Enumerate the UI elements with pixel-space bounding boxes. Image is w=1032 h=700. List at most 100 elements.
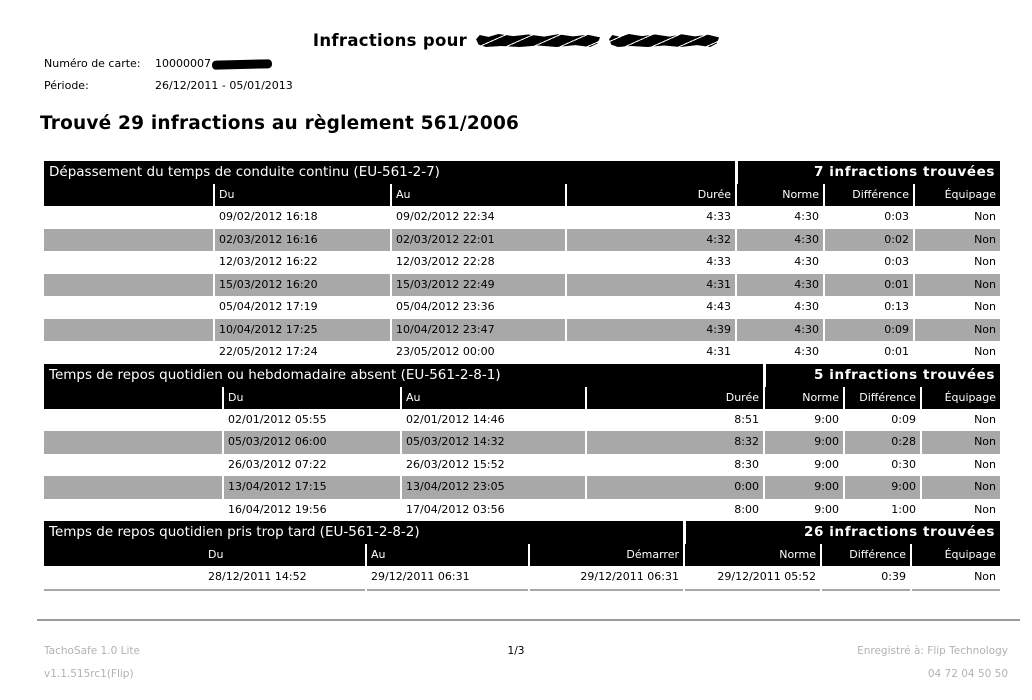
cell: 28/12/2011 14:52: [208, 570, 307, 583]
cell: 0:03: [823, 251, 913, 274]
line-segment: [44, 588, 365, 591]
cell: 4:39: [565, 318, 735, 341]
cell: 0:03: [823, 206, 913, 229]
cell: [44, 228, 213, 251]
table-row: 02/01/2012 05:55 02/01/2012 14:46 8:51 9:00…: [44, 408, 1000, 432]
cell: 0:09: [843, 408, 920, 431]
table-header-row: Du Au Durée Norme Différence Équipage: [44, 386, 1000, 409]
cell: [44, 454, 222, 477]
table-row: 16/04/2012 19:56 17/04/2012 03:56 8:00 9:00…: [44, 498, 1000, 522]
cell: 1:00: [843, 498, 920, 521]
cell: 0:01: [823, 341, 913, 364]
cell: 0:01: [823, 273, 913, 296]
table-row: 12/03/2012 16:22 12/03/2012 22:28 4:33 4:30…: [44, 251, 1000, 274]
cell: 8:32: [585, 431, 763, 454]
table-row: 28/12/2011 14:52 29/12/2011 06:31 29/12/20…: [44, 566, 1000, 589]
cell: 26/03/2012 15:52: [400, 453, 585, 476]
cell: Non: [920, 431, 1000, 454]
period-label: Période:: [44, 79, 89, 92]
table-row: 15/03/2012 16:20 15/03/2012 22:49 4:31 4:30…: [44, 273, 1000, 296]
cell: [44, 251, 213, 274]
column-header: Durée: [585, 386, 763, 409]
footer-app-name: TachoSafe 1.0 Lite: [44, 645, 140, 657]
cell: 4:30: [735, 251, 823, 274]
cell: 0:00: [585, 476, 763, 499]
cell: [44, 476, 222, 499]
cell: 8:51: [585, 408, 763, 431]
cell: [44, 273, 213, 296]
cell: [44, 409, 222, 432]
table-title-row: Temps de repos quotidien ou hebdomadaire…: [44, 363, 1000, 387]
cell: Non: [920, 408, 1000, 431]
table-row: 02/03/2012 16:16 02/03/2012 22:01 4:32 4:30…: [44, 228, 1000, 251]
cell: 05/03/2012 14:32: [400, 431, 585, 454]
cell: 4:30: [735, 318, 823, 341]
cell: 09/02/2012 22:34: [390, 206, 565, 229]
cell: 12/03/2012 16:22: [213, 251, 390, 274]
cell: [44, 341, 213, 364]
footer-divider: [37, 619, 1020, 621]
table-row: 26/03/2012 07:22 26/03/2012 15:52 8:30 9:00…: [44, 453, 1000, 477]
cell: 4:30: [735, 341, 823, 364]
cell: 4:30: [735, 206, 823, 229]
table-count-label: 26 infractions trouvées: [683, 521, 1000, 544]
cell: 15/03/2012 22:49: [390, 273, 565, 296]
cell: 0:02: [823, 228, 913, 251]
table-title: Temps de repos quotidien pris trop tard …: [44, 521, 683, 544]
line-segment: [528, 588, 683, 591]
table-title-row: Temps de repos quotidien pris trop tard …: [44, 521, 1000, 544]
cell: 9:00: [763, 453, 843, 476]
table-count-label: 5 infractions trouvées: [763, 363, 1000, 387]
column-header: [44, 386, 222, 409]
cell: Non: [920, 453, 1000, 476]
cell: 4:43: [565, 296, 735, 319]
cell: 23/05/2012 00:00: [390, 341, 565, 364]
table-count-label: 7 infractions trouvées: [735, 161, 1000, 184]
cell: 9:00: [763, 408, 843, 431]
period-value: 26/12/2011 - 05/01/2013: [155, 79, 293, 92]
cell: 0:09: [823, 318, 913, 341]
card-number-row: Numéro de carte: 10000007: [44, 57, 293, 79]
redacted-name-scribble: [609, 34, 720, 47]
card-number-value: 10000007: [155, 57, 211, 70]
line-segment: [820, 588, 910, 591]
cell: 15/03/2012 16:20: [213, 273, 390, 296]
cell: 02/03/2012 22:01: [390, 228, 565, 251]
cell: 8:30: [585, 453, 763, 476]
summary-heading: Trouvé 29 infractions au règlement 561/2…: [40, 113, 520, 134]
column-header: [44, 184, 213, 206]
cell: [44, 431, 222, 454]
cell: Non: [913, 206, 1000, 229]
page-title: Infractions pour: [0, 31, 1032, 50]
line-segment: [683, 588, 820, 591]
cell: 0:30: [843, 453, 920, 476]
cell: 0:13: [823, 296, 913, 319]
cell: 9:00: [843, 476, 920, 499]
cell: 4:30: [735, 296, 823, 319]
tables-container: Dépassement du temps de conduite continu…: [44, 161, 1000, 591]
cell: [44, 499, 222, 522]
line-segment: [910, 588, 1000, 591]
infraction-table: Temps de repos quotidien pris trop tard …: [44, 521, 1000, 591]
cell: 17/04/2012 03:56: [400, 498, 585, 521]
cell: 05/03/2012 06:00: [222, 431, 400, 454]
table-bottom-line: [44, 588, 1000, 591]
infraction-table: Dépassement du temps de conduite continu…: [44, 161, 1000, 364]
cell: 13/04/2012 23:05: [400, 476, 585, 499]
table-title: Dépassement du temps de conduite continu…: [44, 161, 735, 184]
cell: [44, 318, 213, 341]
cell: 29/12/2011 06:31: [528, 566, 683, 589]
column-header: Au: [390, 184, 565, 206]
cell: Non: [920, 476, 1000, 499]
cell: 0:39: [820, 566, 910, 589]
column-header: Norme: [735, 184, 823, 206]
column-header: Différence: [843, 386, 920, 409]
cell: 13/04/2012 17:15: [222, 476, 400, 499]
cell: 10/04/2012 23:47: [390, 318, 565, 341]
card-number-label: Numéro de carte:: [44, 57, 141, 70]
cell: 29/12/2011 05:52: [683, 566, 820, 589]
cell: 4:31: [565, 273, 735, 296]
infraction-table: Temps de repos quotidien ou hebdomadaire…: [44, 363, 1000, 522]
cell: 26/03/2012 07:22: [222, 453, 400, 476]
column-header: Équipage: [910, 544, 1000, 566]
